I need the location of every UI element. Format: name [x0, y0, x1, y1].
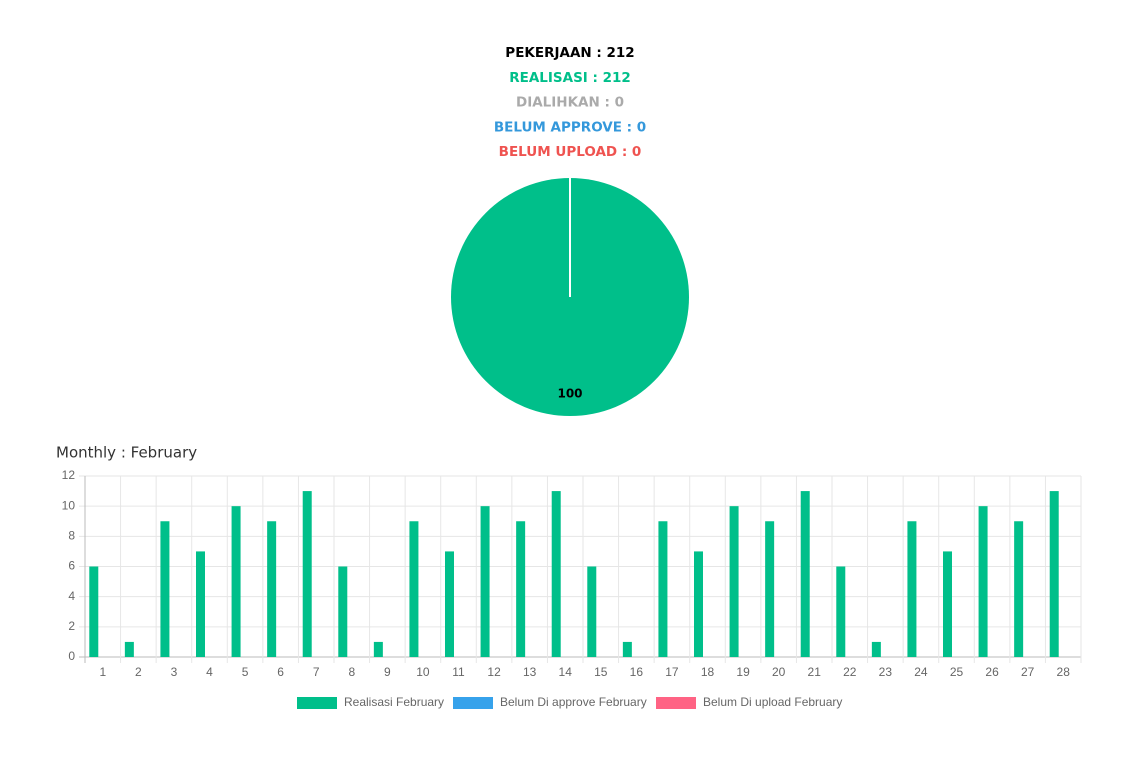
x-tick-label: 3 — [171, 665, 178, 679]
y-tick-label: 0 — [68, 649, 75, 663]
x-tick-label: 15 — [594, 665, 608, 679]
bar — [480, 506, 490, 657]
slice-label: 100 — [557, 387, 582, 401]
legend-swatch — [656, 697, 696, 709]
x-tick-label: 4 — [206, 665, 213, 679]
bar — [1014, 521, 1024, 657]
bar — [836, 566, 846, 657]
x-tick-label: 14 — [559, 665, 573, 679]
x-tick-label: 13 — [523, 665, 537, 679]
legend-label: Belum Di upload February — [703, 695, 842, 709]
y-tick-label: 6 — [68, 559, 75, 573]
x-tick-label: 5 — [242, 665, 249, 679]
summary-line: BELUM UPLOAD : 0 — [499, 144, 642, 160]
y-tick-label: 4 — [68, 589, 75, 603]
chart-title: Monthly : February — [56, 444, 197, 462]
x-tick-label: 24 — [914, 665, 928, 679]
x-tick-label: 2 — [135, 665, 142, 679]
x-tick-label: 9 — [384, 665, 391, 679]
x-tick-label: 1 — [99, 665, 106, 679]
bar — [302, 491, 312, 657]
bar — [978, 506, 988, 657]
summary-line: REALISASI : 212 — [509, 70, 631, 86]
y-tick-label: 8 — [68, 529, 75, 543]
x-tick-label: 6 — [277, 665, 284, 679]
bar — [694, 551, 703, 657]
x-tick-label: 25 — [950, 665, 964, 679]
x-tick-label: 8 — [348, 665, 355, 679]
bar — [124, 641, 134, 657]
bar — [160, 521, 170, 657]
x-tick-label: 19 — [736, 665, 750, 679]
x-tick-label: 28 — [1057, 665, 1071, 679]
legend-swatch — [453, 697, 493, 709]
bar — [907, 521, 917, 657]
x-tick-label: 11 — [452, 665, 465, 679]
bar — [765, 521, 775, 657]
bar — [267, 521, 277, 657]
bar — [871, 641, 881, 657]
y-tick-label: 12 — [62, 468, 76, 482]
bar — [658, 521, 668, 657]
bar — [196, 551, 205, 657]
summary-line: DIALIHKAN : 0 — [516, 95, 624, 111]
x-tick-label: 26 — [985, 665, 999, 679]
x-tick-label: 21 — [808, 665, 822, 679]
bar — [1049, 491, 1059, 657]
y-tick-label: 10 — [62, 498, 76, 512]
legend-label: Realisasi February — [344, 695, 444, 709]
x-tick-label: 23 — [879, 665, 893, 679]
bar — [943, 551, 952, 657]
summary-line: PEKERJAAN : 212 — [505, 45, 634, 61]
x-tick-label: 10 — [416, 665, 430, 679]
bar — [231, 506, 241, 657]
bar — [551, 491, 561, 657]
x-tick-label: 20 — [772, 665, 786, 679]
x-tick-label: 27 — [1021, 665, 1035, 679]
legend-swatch — [297, 697, 337, 709]
x-tick-label: 17 — [665, 665, 679, 679]
x-tick-label: 12 — [487, 665, 501, 679]
bar — [373, 641, 383, 657]
summary-line: BELUM APPROVE : 0 — [494, 119, 646, 135]
bar — [516, 521, 526, 657]
bar — [89, 566, 99, 657]
y-tick-label: 2 — [68, 619, 75, 633]
bar — [729, 506, 739, 657]
bar — [409, 521, 419, 657]
x-tick-label: 16 — [630, 665, 644, 679]
bar — [587, 566, 597, 657]
bar — [445, 551, 454, 657]
x-tick-label: 7 — [313, 665, 320, 679]
x-tick-label: 22 — [843, 665, 857, 679]
legend-label: Belum Di approve February — [500, 695, 647, 709]
bar — [800, 491, 810, 657]
x-tick-label: 18 — [701, 665, 715, 679]
bar — [338, 566, 348, 657]
bar — [622, 641, 632, 657]
